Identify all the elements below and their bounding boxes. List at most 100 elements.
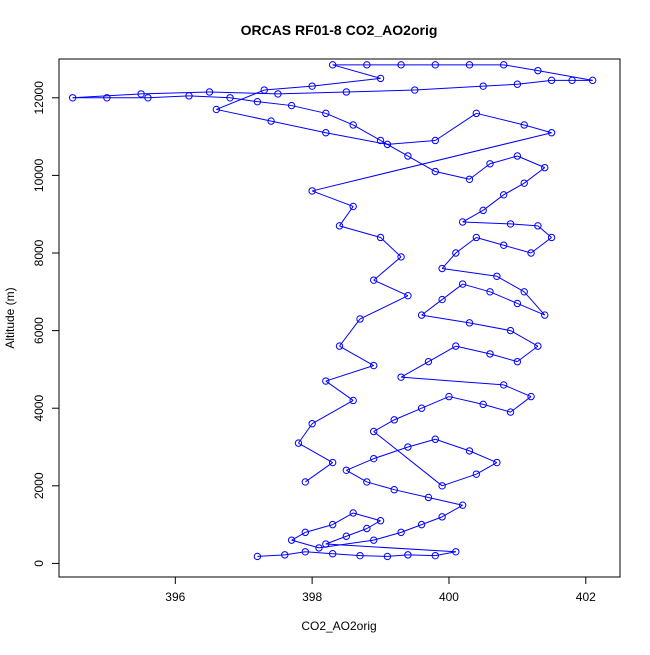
data-point xyxy=(315,544,323,552)
data-point xyxy=(328,520,337,529)
data-point xyxy=(404,152,412,160)
data-point xyxy=(417,520,426,529)
series-line-segment xyxy=(510,396,532,413)
series-line-segment xyxy=(325,112,354,126)
data-point xyxy=(363,524,371,533)
data-point xyxy=(411,86,419,94)
series-line-segment xyxy=(339,225,381,238)
series-line-segment xyxy=(469,163,491,180)
series-line-segment xyxy=(407,155,436,172)
data-point xyxy=(506,326,515,335)
series-line-segment xyxy=(489,291,518,304)
series-line-segment xyxy=(257,101,292,107)
data-point xyxy=(479,400,487,409)
x-tick-label: 400 xyxy=(439,590,459,604)
data-point xyxy=(534,66,542,75)
series-line-segment xyxy=(291,531,306,541)
data-point xyxy=(506,220,515,228)
data-point xyxy=(370,276,378,284)
series-line-segment xyxy=(441,283,463,300)
series-line-segment xyxy=(503,384,532,398)
series-line-segment xyxy=(524,124,552,134)
series-line-segment xyxy=(421,299,443,316)
series-line-segment xyxy=(421,314,470,324)
data-point xyxy=(438,264,446,273)
series-line-segment xyxy=(455,237,477,254)
series-line-segment xyxy=(380,140,409,157)
plot-frame xyxy=(58,58,621,578)
series-line-segment xyxy=(325,365,374,382)
series-line-segment xyxy=(373,446,409,460)
data-point xyxy=(205,88,214,96)
series-line-segment xyxy=(517,345,539,363)
series-line-segment xyxy=(400,361,429,378)
series-line-segment xyxy=(373,256,402,281)
data-point xyxy=(370,427,378,436)
series-line-segment xyxy=(517,155,545,169)
data-point xyxy=(486,288,494,296)
data-point xyxy=(486,350,494,358)
series-line-segment xyxy=(476,462,498,475)
series-line-segment xyxy=(401,376,504,386)
data-point xyxy=(465,61,474,69)
series-line-segment xyxy=(407,438,436,448)
data-point xyxy=(335,342,344,350)
series-line-segment xyxy=(523,291,546,316)
data-point xyxy=(363,478,371,486)
data-point xyxy=(534,342,542,350)
series-line-segment xyxy=(407,554,436,557)
data-point xyxy=(438,482,446,490)
data-point xyxy=(547,233,556,242)
data-point xyxy=(541,163,549,172)
x-tick-label: 398 xyxy=(302,590,322,604)
chart-title: ORCAS RF01-8 CO2_AO2orig xyxy=(241,22,438,38)
series-line-segment xyxy=(339,318,361,347)
series-line-segment xyxy=(305,462,333,483)
data-point xyxy=(513,357,522,366)
data-point xyxy=(390,485,398,494)
series-line-segment xyxy=(373,419,395,432)
y-axis-label: Altitude (m) xyxy=(3,287,17,348)
data-point xyxy=(328,458,337,467)
data-point xyxy=(479,82,487,90)
series-line-segment xyxy=(428,496,463,506)
data-point xyxy=(513,80,522,88)
data-point xyxy=(328,550,337,558)
data-point xyxy=(458,280,467,288)
data-point xyxy=(226,94,234,102)
data-point xyxy=(506,408,515,416)
series-line-segment xyxy=(360,555,388,557)
data-point xyxy=(383,140,392,149)
data-point xyxy=(458,218,467,226)
series-line-segment xyxy=(455,345,491,355)
data-point xyxy=(363,61,371,69)
data-point xyxy=(356,551,364,560)
data-point xyxy=(431,551,439,560)
series-line-segment xyxy=(537,70,593,81)
data-point xyxy=(274,90,282,98)
series-line-segment xyxy=(394,489,429,498)
data-point xyxy=(472,109,481,118)
data-point xyxy=(322,109,330,118)
data-point xyxy=(493,458,501,467)
data-point xyxy=(260,86,268,94)
data-point xyxy=(513,299,522,308)
series-line-segment xyxy=(435,112,477,141)
data-point xyxy=(520,121,528,129)
series-line-segment xyxy=(517,79,552,85)
series-line-segment xyxy=(298,442,333,463)
y-tick-label: 8000 xyxy=(32,239,46,266)
data-point xyxy=(185,92,193,100)
data-point xyxy=(499,61,508,69)
data-point xyxy=(397,373,405,381)
x-axis: 396 398 400 402 xyxy=(165,577,596,604)
data-point xyxy=(527,249,535,257)
data-point xyxy=(547,76,556,85)
series-line-segment xyxy=(510,223,538,227)
data-series xyxy=(68,61,597,561)
y-tick-label: 10000 xyxy=(32,158,46,192)
series-line-segment xyxy=(503,64,538,72)
data-point xyxy=(370,454,378,463)
series-line-segment xyxy=(414,85,484,91)
data-point xyxy=(390,416,398,424)
